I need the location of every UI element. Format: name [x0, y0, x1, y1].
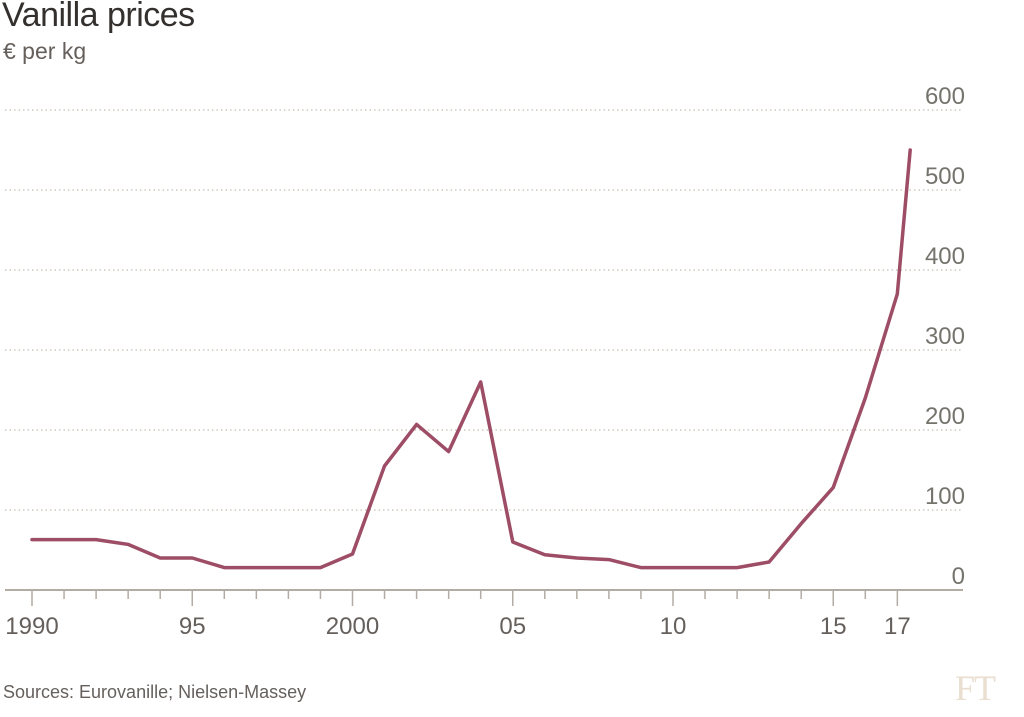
y-tick-label-100: 100	[925, 483, 965, 510]
ft-logo: FT	[955, 668, 996, 708]
x-tick-label-10: 10	[660, 613, 687, 640]
y-tick-label-300: 300	[925, 323, 965, 350]
gridlines	[5, 109, 963, 511]
x-axis	[5, 589, 963, 606]
x-tick-label-2000: 2000	[326, 613, 379, 640]
y-tick-label-400: 400	[925, 243, 965, 270]
chart-title: Vanilla prices	[2, 0, 195, 34]
source-note: Sources: Eurovanille; Nielsen-Massey	[3, 682, 307, 702]
y-tick-label-200: 200	[925, 403, 965, 430]
x-tick-label-05: 05	[499, 613, 526, 640]
x-tick-label-1990: 1990	[5, 613, 58, 640]
chart-subtitle: € per kg	[3, 38, 87, 64]
y-tick-label-500: 500	[925, 163, 965, 190]
x-tick-label-15: 15	[820, 613, 847, 640]
y-tick-label-600: 600	[925, 83, 965, 110]
x-tick-label-17: 17	[884, 613, 911, 640]
tick-labels: 0 100 200 300 400 500 600 1990 95 2000 05 10 15 17	[5, 83, 965, 640]
series-layer	[30, 148, 912, 570]
y-tick-label-0: 0	[952, 563, 965, 590]
x-tick-label-95: 95	[179, 613, 206, 640]
series-line-0	[30, 148, 912, 570]
